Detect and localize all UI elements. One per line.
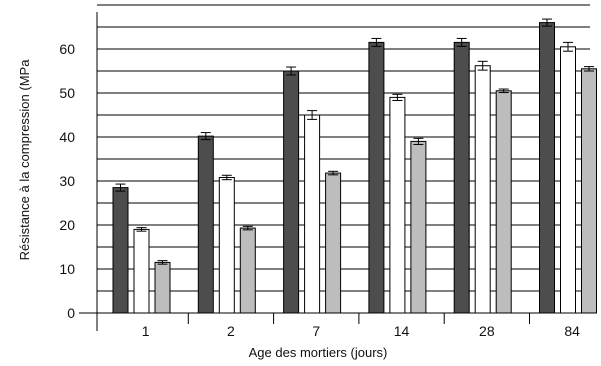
bar [581,68,597,314]
y-tick-label: 20 [59,217,75,233]
bar [325,172,342,314]
bar [410,140,427,314]
bar [368,41,385,314]
x-tick-label: 28 [479,323,495,339]
bar [304,114,321,314]
x-axis-title: Age des mortiers (jours) [249,345,388,360]
x-tick-label: 84 [564,323,580,339]
y-tick-label: 0 [67,305,75,321]
bar [539,22,555,314]
y-tick-label: 60 [59,41,75,57]
bar [495,90,512,314]
x-tick-label: 2 [227,323,235,339]
bar [154,261,171,314]
y-tick-label: 30 [59,173,75,189]
gridlines [97,4,590,292]
y-tick-label: 10 [59,261,75,277]
bar [112,187,129,314]
axes: 0 10 20 30 40 50 60 1 2 7 14 28 84 [59,12,590,339]
bar [239,227,256,314]
bar [474,65,491,314]
bar [218,176,235,314]
x-tick-label: 1 [142,323,150,339]
bar [197,135,214,314]
y-axis-title: Résistance à la compression (MPa [17,59,32,261]
x-tick-label: 14 [394,323,410,339]
bar [133,228,150,314]
bar [283,70,300,314]
bar [560,46,576,314]
bar [389,96,406,314]
y-tick-label: 50 [59,85,75,101]
bar [453,41,470,314]
y-tick-label: 40 [59,129,75,145]
x-tick-label: 7 [312,323,320,339]
